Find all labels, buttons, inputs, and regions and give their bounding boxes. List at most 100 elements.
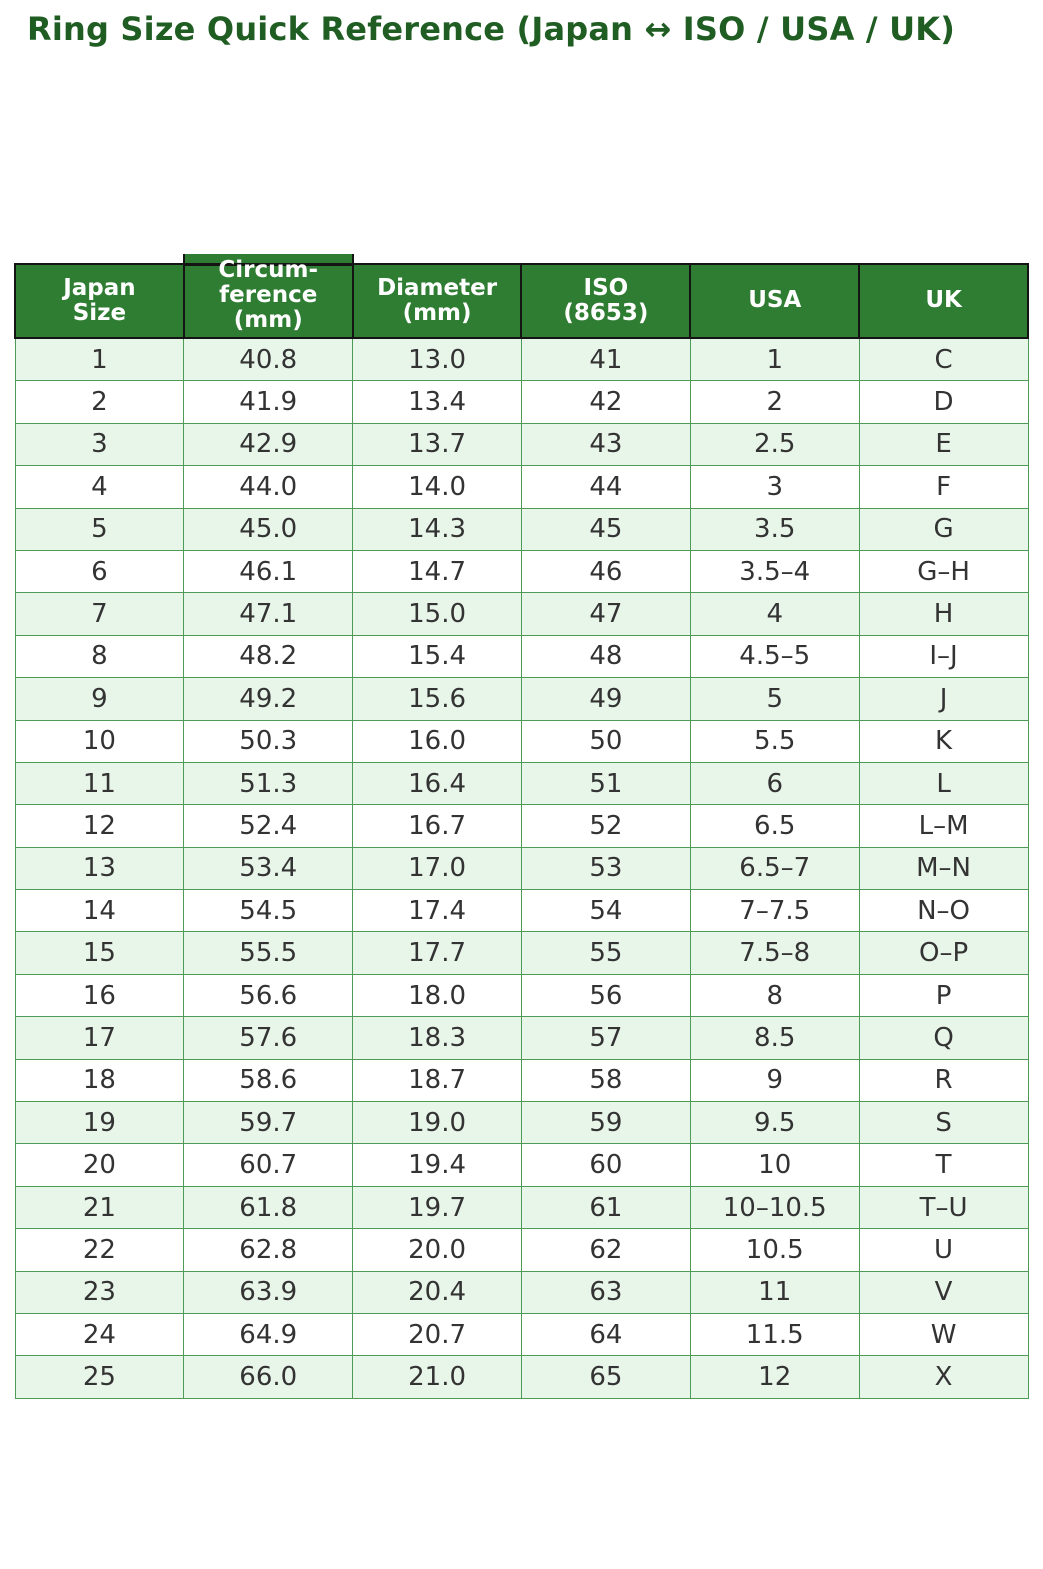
table-cell: 8.5	[689, 1016, 860, 1060]
table-cell: 50	[520, 719, 691, 763]
table-cell: 9	[689, 1058, 860, 1103]
table-cell: 13	[14, 846, 185, 891]
table-cell: 57.6	[183, 1016, 354, 1060]
table-cell: G–H	[858, 549, 1029, 594]
table-cell: 16.4	[352, 761, 522, 806]
table-cell: X	[858, 1355, 1029, 1399]
table-cell: 18.0	[352, 973, 522, 1018]
table-cell: O–P	[858, 931, 1029, 975]
table-row: 9 49.2 15.6 49 5 J	[14, 677, 1029, 721]
table-cell: 2	[14, 380, 185, 424]
ring-size-table: Japan Size Circum- ference (mm) Diameter…	[14, 254, 1029, 1399]
table-cell: F	[858, 465, 1029, 509]
table-cell: D	[858, 380, 1029, 424]
table-cell: 63.9	[183, 1270, 354, 1314]
table-row: 23 63.9 20.4 63 11 V	[14, 1270, 1029, 1314]
table-cell: 47	[520, 592, 691, 636]
table-header: Japan Size Circum- ference (mm) Diameter…	[14, 254, 1029, 339]
table-cell: 64	[520, 1312, 691, 1357]
table-cell: J	[858, 677, 1029, 721]
table-cell: 54.5	[183, 889, 354, 933]
table-cell: 42	[520, 380, 691, 424]
table-row: 4 44.0 14.0 44 3 F	[14, 465, 1029, 509]
table-cell: 22	[14, 1228, 185, 1272]
table-cell: 47.1	[183, 592, 354, 636]
table-cell: 18.7	[352, 1058, 522, 1103]
table-row: 11 51.3 16.4 51 6 L	[14, 761, 1029, 806]
table-cell: 15.0	[352, 592, 522, 636]
table-cell: 21.0	[352, 1355, 522, 1399]
column-header-iso: ISO (8653)	[520, 263, 692, 339]
table-cell: 2.5	[689, 422, 860, 467]
table-cell: 64.9	[183, 1312, 354, 1357]
table-cell: 6.5	[689, 804, 860, 848]
table-cell: 48	[520, 634, 691, 679]
table-row: 17 57.6 18.3 57 8.5 Q	[14, 1016, 1029, 1060]
table-cell: I–J	[858, 634, 1029, 679]
table-cell: 1	[689, 337, 860, 382]
table-cell: V	[858, 1270, 1029, 1314]
table-cell: 62	[520, 1228, 691, 1272]
table-cell: 15.6	[352, 677, 522, 721]
table-cell: 16	[14, 973, 185, 1018]
table-cell: 14.0	[352, 465, 522, 509]
table-cell: 65	[520, 1355, 691, 1399]
table-row: 10 50.3 16.0 50 5.5 K	[14, 719, 1029, 763]
table-body: 1 40.8 13.0 41 1 C 2 41.9 13.4 42 2 D 3 42.9 13.7 43 2.5…	[14, 337, 1029, 1399]
table-cell: 45	[520, 507, 691, 551]
table-cell: 51.3	[183, 761, 354, 806]
table-row: 6 46.1 14.7 46 3.5–4 G–H	[14, 549, 1029, 594]
table-row: 3 42.9 13.7 43 2.5 E	[14, 422, 1029, 467]
column-header-japan-size: Japan Size	[14, 263, 185, 339]
table-cell: 18	[14, 1058, 185, 1103]
table-cell: 20.0	[352, 1228, 522, 1272]
table-cell: 6	[689, 761, 860, 806]
table-cell: 42.9	[183, 422, 354, 467]
column-header-diameter: Diameter (mm)	[351, 263, 523, 339]
table-cell: 21	[14, 1185, 185, 1230]
table-cell: 60	[520, 1143, 691, 1187]
table-cell: K	[858, 719, 1029, 763]
table-cell: 52.4	[183, 804, 354, 848]
table-row: 12 52.4 16.7 52 6.5 L–M	[14, 804, 1029, 848]
table-cell: 55.5	[183, 931, 354, 975]
table-header-row: Japan Size Circum- ference (mm) Diameter…	[14, 254, 1029, 339]
table-cell: 19.4	[352, 1143, 522, 1187]
table-cell: 16.7	[352, 804, 522, 848]
table-cell: 57	[520, 1016, 691, 1060]
table-cell: 20	[14, 1143, 185, 1187]
table-cell: 54	[520, 889, 691, 933]
table-row: 21 61.8 19.7 61 10–10.5 T–U	[14, 1185, 1029, 1230]
table-row: 24 64.9 20.7 64 11.5 W	[14, 1312, 1029, 1357]
table-cell: 20.4	[352, 1270, 522, 1314]
table-cell: T–U	[858, 1185, 1029, 1230]
table-row: 22 62.8 20.0 62 10.5 U	[14, 1228, 1029, 1272]
table-cell: 13.4	[352, 380, 522, 424]
table-cell: 9.5	[689, 1101, 860, 1145]
table-cell: 4.5–5	[689, 634, 860, 679]
table-cell: 46	[520, 549, 691, 594]
table-cell: 17.4	[352, 889, 522, 933]
table-cell: 10.5	[689, 1228, 860, 1272]
table-cell: 10	[14, 719, 185, 763]
table-cell: 58.6	[183, 1058, 354, 1103]
table-cell: U	[858, 1228, 1029, 1272]
table-cell: 51	[520, 761, 691, 806]
table-cell: 40.8	[183, 337, 354, 382]
table-row: 18 58.6 18.7 58 9 R	[14, 1058, 1029, 1103]
table-cell: 3.5–4	[689, 549, 860, 594]
table-cell: 59.7	[183, 1101, 354, 1145]
table-row: 2 41.9 13.4 42 2 D	[14, 380, 1029, 424]
table-row: 15 55.5 17.7 55 7.5–8 O–P	[14, 931, 1029, 975]
table-cell: 11	[689, 1270, 860, 1314]
table-cell: 20.7	[352, 1312, 522, 1357]
table-cell: 13.0	[352, 337, 522, 382]
table-cell: 18.3	[352, 1016, 522, 1060]
table-cell: 14.3	[352, 507, 522, 551]
table-cell: L	[858, 761, 1029, 806]
table-cell: 24	[14, 1312, 185, 1357]
table-cell: 19	[14, 1101, 185, 1145]
column-header-usa: USA	[689, 263, 861, 339]
table-cell: 15	[14, 931, 185, 975]
